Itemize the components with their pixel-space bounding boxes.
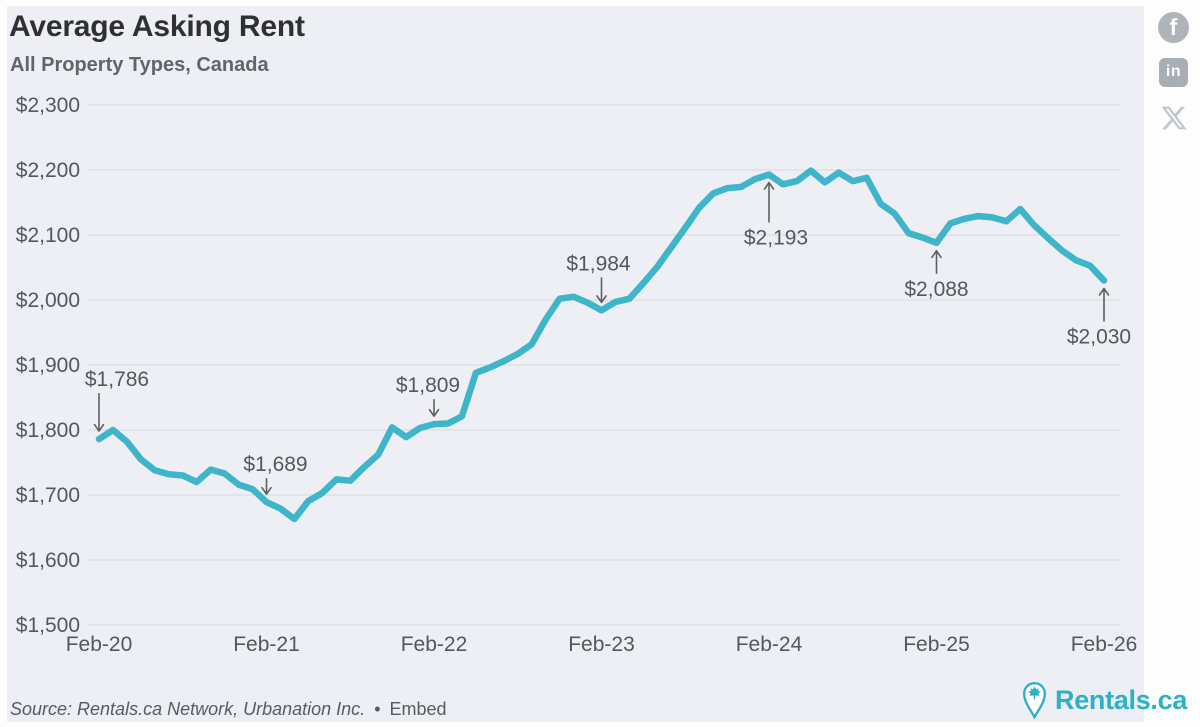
source-text: Source: Rentals.ca Network, Urbanation I… (10, 699, 366, 719)
facebook-share-button[interactable]: f (1158, 12, 1189, 43)
map-pin-maple-leaf-icon (1022, 682, 1047, 719)
rentals-ca-wordmark: Rentals.ca (1055, 684, 1188, 715)
separator-dot: • (374, 699, 381, 719)
facebook-icon: f (1169, 14, 1178, 40)
x-twitter-icon (1161, 106, 1187, 130)
embed-link[interactable]: Embed (389, 699, 447, 719)
source-attribution: Source: Rentals.ca Network, Urbanation I… (10, 699, 447, 720)
linkedin-share-button[interactable]: in (1159, 58, 1188, 87)
chart-panel (7, 6, 1144, 722)
x-share-button[interactable] (1160, 104, 1188, 132)
linkedin-icon: in (1165, 63, 1182, 80)
chart-subtitle: All Property Types, Canada (10, 54, 269, 76)
chart-title: Average Asking Rent (9, 10, 305, 43)
rentals-ca-logo[interactable]: Rentals.ca (1021, 681, 1187, 719)
